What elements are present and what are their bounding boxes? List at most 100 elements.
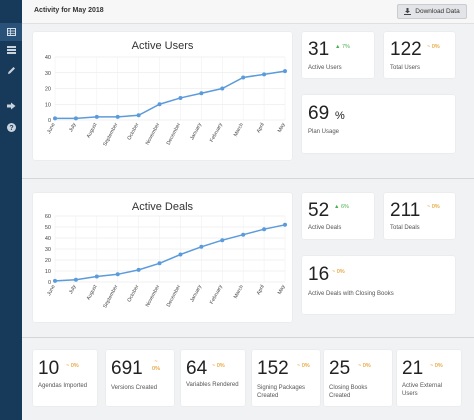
closing-books-label: Active Deals with Closing Books: [308, 291, 394, 297]
x-tick-label: June: [46, 284, 57, 297]
data-point: [94, 114, 99, 119]
download-data-label: Download Data: [415, 8, 460, 15]
stat-value: 10: [38, 358, 60, 379]
active-deals-chart: Active Deals 0 10 20 30 40 50 60 June July August S…: [45, 201, 287, 309]
y-tick-label: 30: [45, 247, 51, 253]
data-point: [178, 95, 183, 100]
section-divider: [22, 178, 474, 179]
download-icon: [404, 8, 412, 15]
y-tick-label: 30: [45, 71, 51, 77]
x-tick-label: October: [126, 122, 140, 141]
list-icon[interactable]: [0, 41, 22, 59]
stat-value: 21: [402, 358, 424, 379]
data-point: [157, 102, 162, 107]
closing-books-card: 16 ~ 0% Active Deals with Closing Books: [302, 256, 455, 314]
sign-out-icon[interactable]: [0, 97, 22, 115]
plan-usage-unit: %: [335, 110, 345, 122]
data-point: [115, 114, 120, 119]
stat-label: Active External Users: [402, 383, 443, 397]
pencil-icon[interactable]: [0, 61, 22, 79]
active-deals-label: Active Deals: [308, 225, 342, 231]
total-users-change: ~ 0%: [427, 44, 440, 50]
active-deals-value: 52: [308, 200, 330, 221]
y-tick-label: 60: [45, 214, 51, 220]
data-point: [220, 238, 225, 243]
stat-card-closing-books: 25 ~ 0% Closing Books Created: [324, 350, 392, 406]
x-tick-label: July: [68, 122, 78, 133]
data-point: [241, 75, 246, 80]
y-tick-label: 40: [45, 236, 51, 242]
data-point: [73, 116, 78, 121]
data-point: [262, 72, 267, 77]
data-point: [178, 252, 183, 257]
x-tick-label: March: [233, 122, 245, 138]
active-users-chart: Active Users 0 10 20 30 40 June July August Septe…: [45, 40, 287, 147]
y-tick-label: 10: [45, 269, 51, 275]
x-tick-label: April: [256, 284, 266, 296]
page-title: Activity for May 2018: [34, 7, 104, 14]
y-tick-label: 40: [45, 55, 51, 61]
download-data-button[interactable]: Download Data: [397, 4, 467, 19]
x-tick-label: June: [46, 122, 57, 135]
section-divider: [22, 337, 474, 338]
data-point: [53, 278, 57, 283]
svg-text:?: ?: [9, 125, 13, 132]
x-tick-label: May: [277, 284, 287, 296]
active-users-change: ▲ 7%: [335, 44, 350, 50]
stat-card-agendas-imported: 10 ~ 0% Agendas Imported: [33, 350, 97, 406]
data-point: [73, 277, 78, 282]
table-icon[interactable]: [0, 23, 22, 41]
x-tick-label: December: [166, 122, 183, 146]
stat-value: 152: [257, 358, 289, 379]
data-point: [157, 261, 162, 266]
chart-title: Active Deals: [132, 201, 194, 213]
total-deals-change: ~ 0%: [427, 204, 440, 210]
plan-usage-label: Plan Usage: [308, 129, 340, 135]
data-point: [199, 91, 204, 96]
y-tick-label: 50: [45, 225, 51, 231]
active-users-chart-card: Active Users 0 10 20 30 40 June July August Septe…: [33, 32, 292, 160]
total-deals-card: 211 ~ 0% Total Deals: [384, 193, 455, 239]
stat-label: Variables Rendered: [186, 382, 239, 388]
stat-label: Versions Created: [111, 385, 158, 391]
active-deals-change: ▲ 6%: [334, 204, 349, 210]
stat-change: ~ 0%: [66, 363, 79, 369]
data-point: [283, 69, 287, 74]
x-tick-label: September: [102, 284, 119, 309]
x-tick-label: March: [233, 284, 245, 300]
active-users-value: 31: [308, 39, 330, 60]
y-tick-label: 20: [45, 87, 51, 93]
data-point: [53, 116, 57, 121]
stat-change: ~ 0%: [212, 363, 225, 369]
y-tick-label: 20: [45, 258, 51, 264]
stat-card-versions-created: 691 ~0% Versions Created: [106, 350, 174, 406]
x-tick-label: February: [209, 122, 224, 144]
total-deals-value: 211: [390, 200, 421, 221]
help-icon[interactable]: ?: [0, 118, 22, 136]
x-tick-label: December: [166, 284, 183, 308]
stat-card-signing-packages: 152 ~ 0% Signing Packages Created: [252, 350, 320, 406]
plan-usage-card: 69 % Plan Usage: [302, 95, 455, 153]
data-point: [94, 274, 99, 279]
x-tick-label: November: [145, 284, 162, 308]
series-line: [55, 70, 286, 120]
stat-value: 64: [186, 358, 208, 379]
stat-card-external-users: 21 ~ 0% Active External Users: [397, 350, 461, 406]
x-tick-label: January: [189, 284, 203, 303]
data-point: [241, 232, 246, 237]
active-users-label: Active Users: [308, 65, 342, 71]
total-users-card: 122 ~ 0% Total Users: [384, 32, 455, 78]
data-point: [136, 113, 141, 118]
x-tick-label: August: [86, 122, 99, 140]
total-users-value: 122: [390, 39, 422, 60]
y-tick-label: 0: [48, 280, 51, 286]
sidebar: ?: [0, 0, 22, 420]
data-point: [136, 267, 141, 272]
closing-books-change: ~ 0%: [332, 269, 345, 275]
plan-usage-value: 69: [308, 103, 330, 124]
chart-title: Active Users: [132, 40, 194, 52]
x-tick-label: August: [86, 284, 99, 302]
data-point: [220, 86, 225, 91]
stat-change: ~0%: [152, 359, 160, 373]
data-point: [262, 227, 267, 232]
